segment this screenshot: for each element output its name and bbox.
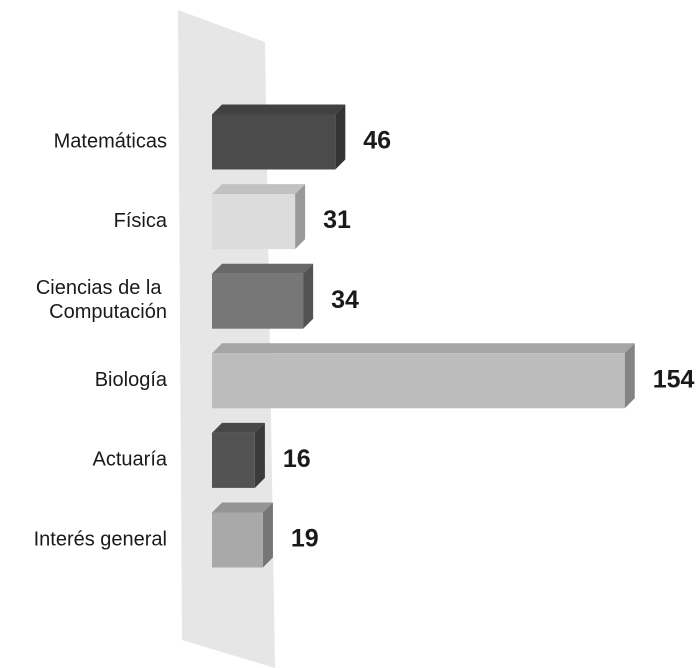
bar-front: [212, 114, 336, 170]
bar-top-shade: [212, 263, 314, 274]
bar-top: [212, 263, 314, 274]
category-label: Biología: [95, 369, 168, 391]
value-label: 31: [323, 206, 351, 234]
bar-front: [212, 353, 625, 409]
bar-top-shade: [212, 422, 265, 433]
value-label: 19: [291, 525, 319, 553]
bar-top-shade: [212, 343, 635, 354]
value-label: 16: [283, 445, 311, 473]
bar-top-shade: [212, 502, 273, 513]
category-label: Matemáticas: [54, 130, 167, 152]
bar-top: [212, 104, 346, 115]
bar: [212, 422, 265, 488]
bar-side-shade: [624, 343, 635, 409]
bar: [212, 502, 273, 568]
bar-side-shade: [254, 422, 265, 488]
value-label: 34: [331, 286, 359, 314]
bar-side-shade: [262, 502, 273, 568]
bar-front: [212, 194, 296, 250]
bar-side: [624, 343, 635, 409]
bar-top: [212, 502, 273, 513]
bar-side: [335, 104, 346, 170]
value-label: 46: [363, 127, 391, 155]
bar-top: [212, 422, 265, 433]
bar-side-shade: [303, 263, 314, 329]
bar-front: [212, 512, 263, 568]
bar-top: [212, 343, 635, 354]
bar: [212, 104, 346, 170]
category-label: Actuaría: [93, 449, 168, 471]
category-label: Interés general: [34, 528, 167, 550]
bar-side-shade: [295, 184, 306, 250]
bar-top-shade: [212, 104, 346, 115]
bar: [212, 184, 306, 250]
bar-top: [212, 184, 306, 195]
category-label: Física: [114, 210, 168, 232]
category-label: Ciencias de la Computación: [36, 277, 167, 323]
bar-front: [212, 432, 255, 488]
bar-top-shade: [212, 184, 306, 195]
bar-side: [295, 184, 306, 250]
bar-side: [303, 263, 314, 329]
bar-front: [212, 273, 304, 329]
bar: [212, 263, 314, 329]
bar: [212, 343, 635, 409]
bar-side: [262, 502, 273, 568]
bar-side-shade: [335, 104, 346, 170]
value-label: 154: [653, 365, 695, 393]
bar-side: [254, 422, 265, 488]
